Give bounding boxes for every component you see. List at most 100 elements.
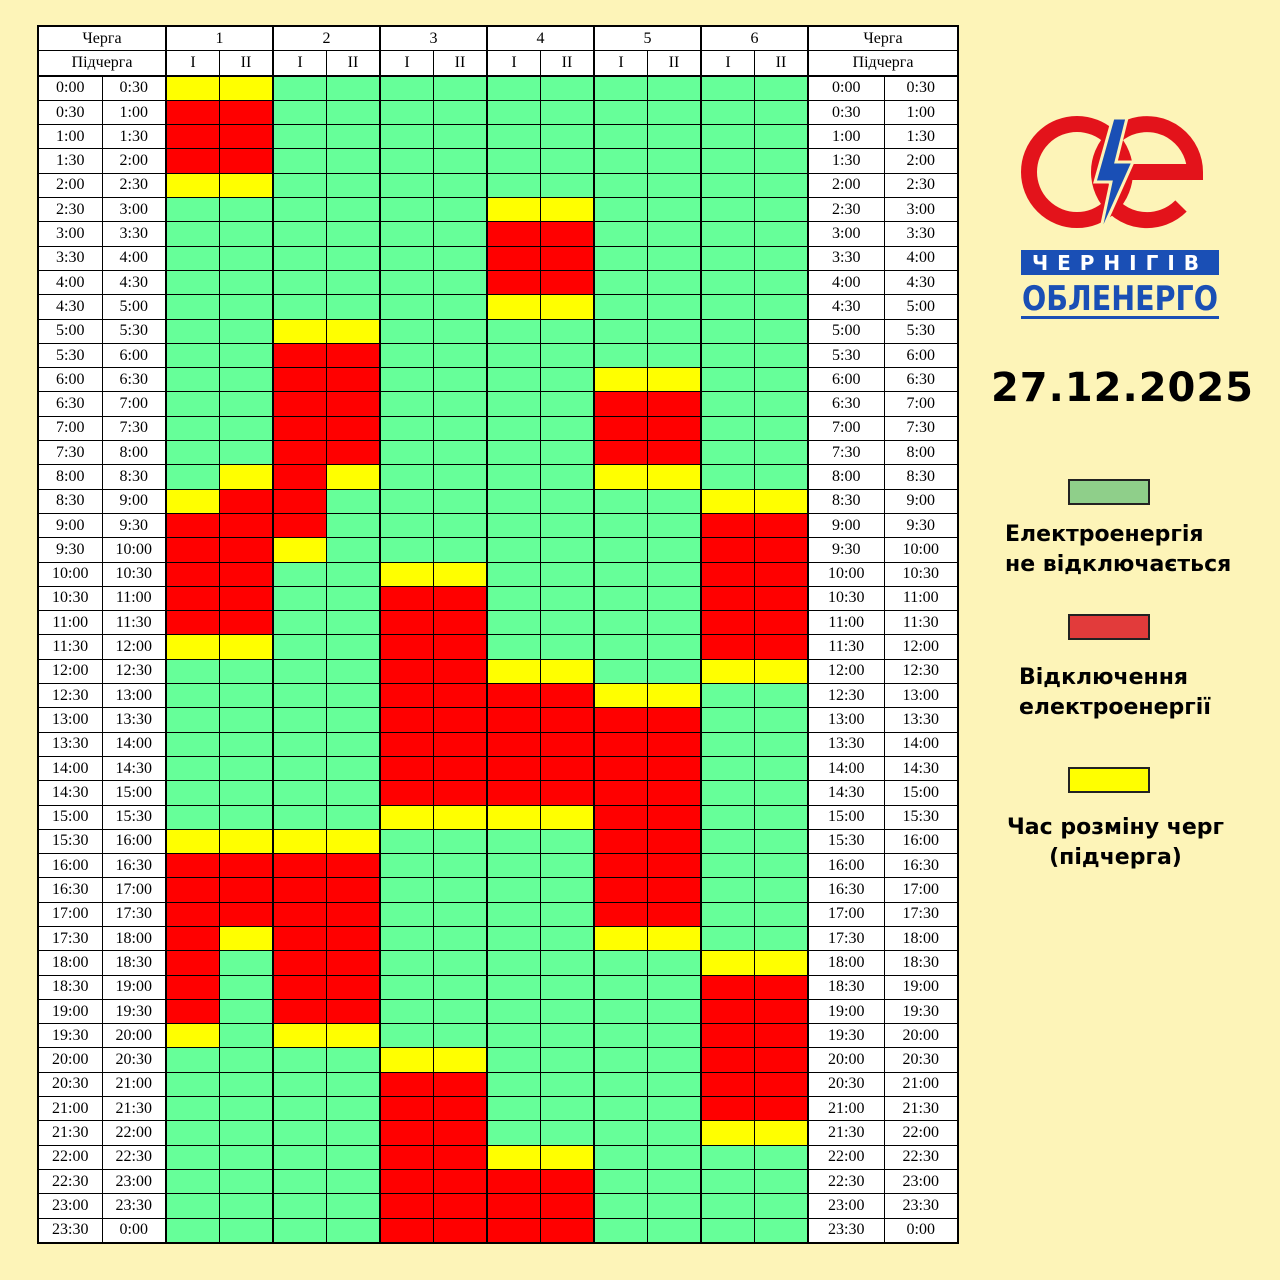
- status-cell-q2-2: [326, 731, 381, 757]
- status-cell-q6-2: [754, 901, 809, 927]
- status-cell-q4-1: [486, 585, 541, 612]
- status-cell-q2-2: [326, 804, 381, 830]
- status-cell-q1-2: [219, 1193, 274, 1219]
- status-cell-q5-2: [647, 658, 702, 685]
- status-cell-q1-2: [219, 172, 274, 199]
- status-cell-q6-1: [700, 512, 755, 539]
- status-cell-q2-2: [326, 391, 381, 417]
- status-cell-q6-2: [754, 537, 809, 563]
- status-cell-q5-2: [647, 512, 702, 539]
- status-cell-q1-2: [219, 124, 274, 150]
- status-cell-q3-2: [433, 488, 488, 514]
- time-start-right: 18:00: [807, 950, 885, 976]
- status-cell-q4-1: [486, 731, 541, 757]
- status-cell-q6-2: [754, 731, 809, 757]
- table-row: 21:00 21:30 21:00 21:30: [37, 1096, 959, 1122]
- status-cell-q4-2: [540, 148, 595, 174]
- status-cell-q5-2: [647, 901, 702, 927]
- status-cell-q3-1: [379, 658, 434, 685]
- table-row: 23:00 23:30 23:00 23:30: [37, 1193, 959, 1219]
- status-cell-q3-1: [379, 901, 434, 927]
- status-cell-q1-1: [165, 683, 220, 709]
- status-cell-q3-2: [433, 294, 488, 320]
- time-start: 8:30: [37, 488, 103, 514]
- schedule-date: 27.12.2025: [990, 365, 1255, 411]
- time-end: 10:30: [101, 561, 167, 587]
- time-end-right: 11:30: [883, 610, 959, 636]
- status-cell-q2-2: [326, 221, 381, 247]
- table-row: 12:00 12:30 12:00 12:30: [37, 658, 959, 685]
- status-cell-q4-2: [540, 245, 595, 271]
- status-cell-q3-2: [433, 755, 488, 782]
- time-start-right: 2:00: [807, 172, 885, 199]
- time-end-right: 16:30: [883, 853, 959, 879]
- subqueue-4-2: II: [540, 50, 595, 77]
- subqueue-5-1: I: [593, 50, 648, 77]
- status-cell-q1-2: [219, 99, 274, 126]
- status-cell-q4-1: [486, 1096, 541, 1122]
- table-row: 10:00 10:30 10:00 10:30: [37, 561, 959, 587]
- status-cell-q4-1: [486, 950, 541, 976]
- status-cell-q6-1: [700, 658, 755, 685]
- status-cell-q6-1: [700, 124, 755, 150]
- time-end: 11:00: [101, 585, 167, 612]
- status-cell-q5-1: [593, 197, 648, 223]
- logo-company-text: ОБЛЕНЕРГО: [1022, 279, 1218, 319]
- status-cell-q3-1: [379, 440, 434, 466]
- status-cell-q4-2: [540, 925, 595, 952]
- status-cell-q5-1: [593, 75, 648, 101]
- status-cell-q3-2: [433, 610, 488, 636]
- status-cell-q1-1: [165, 294, 220, 320]
- table-row: 7:30 8:00 7:30 8:00: [37, 440, 959, 466]
- status-cell-q6-1: [700, 780, 755, 806]
- subqueue-3-2: II: [433, 50, 488, 77]
- status-cell-q4-1: [486, 804, 541, 830]
- status-cell-q6-2: [754, 1120, 809, 1146]
- status-cell-q3-1: [379, 610, 434, 636]
- status-cell-q6-1: [700, 537, 755, 563]
- status-cell-q6-1: [700, 634, 755, 660]
- time-start-right: 15:00: [807, 804, 885, 830]
- status-cell-q5-1: [593, 1144, 648, 1170]
- time-start-right: 11:30: [807, 634, 885, 660]
- status-cell-q4-2: [540, 561, 595, 587]
- status-cell-q4-2: [540, 853, 595, 879]
- time-end: 11:30: [101, 610, 167, 636]
- status-cell-q2-2: [326, 877, 381, 903]
- status-cell-q6-1: [700, 853, 755, 879]
- time-end-right: 9:00: [883, 488, 959, 514]
- table-row: 21:30 22:00 21:30 22:00: [37, 1120, 959, 1146]
- time-end-right: 7:00: [883, 391, 959, 417]
- status-cell-q4-2: [540, 367, 595, 393]
- status-cell-q2-1: [272, 1217, 327, 1244]
- status-cell-q6-2: [754, 269, 809, 296]
- status-cell-q3-2: [433, 804, 488, 830]
- status-cell-q5-2: [647, 731, 702, 757]
- time-start: 16:00: [37, 853, 103, 879]
- time-end: 13:30: [101, 707, 167, 733]
- time-end-right: 15:30: [883, 804, 959, 830]
- status-cell-q1-1: [165, 75, 220, 101]
- status-cell-q1-2: [219, 269, 274, 296]
- legend-yellow-swatch: [1068, 767, 1150, 793]
- status-cell-q3-2: [433, 75, 488, 101]
- legend-green-line2: не відключається: [1005, 552, 1232, 577]
- status-cell-q2-1: [272, 1047, 327, 1073]
- status-cell-q5-2: [647, 1217, 702, 1244]
- time-start: 5:00: [37, 318, 103, 344]
- status-cell-q3-1: [379, 731, 434, 757]
- time-start: 12:30: [37, 683, 103, 709]
- table-row: 13:30 14:00 13:30 14:00: [37, 731, 959, 757]
- time-end: 8:00: [101, 440, 167, 466]
- status-cell-q6-2: [754, 124, 809, 150]
- status-cell-q5-1: [593, 512, 648, 539]
- status-cell-q3-2: [433, 974, 488, 1000]
- status-cell-q1-2: [219, 707, 274, 733]
- time-start: 13:30: [37, 731, 103, 757]
- status-cell-q1-2: [219, 1071, 274, 1098]
- status-cell-q4-2: [540, 124, 595, 150]
- time-start-right: 16:30: [807, 877, 885, 903]
- status-cell-q1-1: [165, 391, 220, 417]
- time-start-right: 18:30: [807, 974, 885, 1000]
- status-cell-q2-2: [326, 828, 381, 855]
